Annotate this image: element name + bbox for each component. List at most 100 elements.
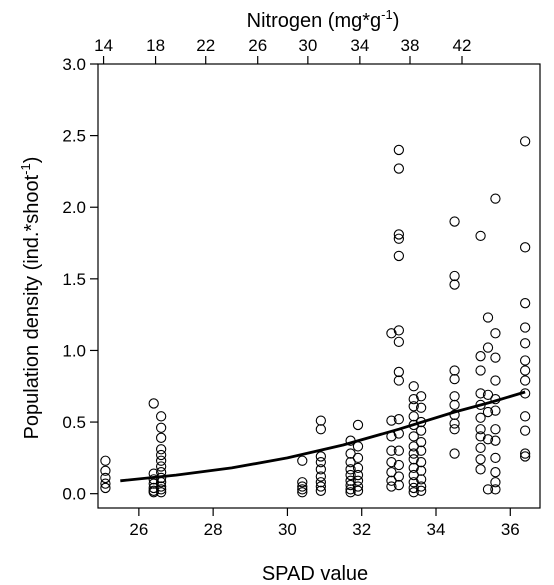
data-point — [297, 481, 308, 492]
data-point — [490, 467, 501, 478]
data-point — [490, 352, 501, 363]
data-point — [490, 452, 501, 464]
data-point — [490, 477, 501, 488]
data-point — [449, 365, 460, 376]
data-point — [519, 322, 531, 333]
data-point — [315, 481, 327, 492]
plot-area — [97, 63, 541, 509]
data-point — [475, 454, 486, 465]
data-point — [519, 298, 531, 309]
y-tick-label: 1.0 — [62, 341, 86, 360]
data-point — [352, 441, 364, 452]
data-point — [519, 425, 531, 436]
data-point — [415, 457, 427, 468]
data-point — [519, 355, 531, 366]
data-point — [155, 449, 167, 461]
data-point — [315, 424, 327, 435]
data-point — [519, 411, 531, 422]
top-axis-title: Nitrogen (mg*g-1) — [247, 7, 400, 32]
x-tick-label: 34 — [427, 520, 446, 539]
data-point — [408, 411, 419, 422]
data-point — [482, 342, 494, 353]
data-point — [408, 401, 419, 412]
data-point — [415, 485, 427, 496]
data-point — [408, 393, 419, 405]
y-tick-label: 3.0 — [62, 55, 86, 74]
x-axis-title: SPAD value — [262, 563, 368, 585]
data-point — [345, 469, 356, 481]
plot-frame — [97, 63, 541, 509]
x-tick-label: 26 — [129, 520, 148, 539]
data-point — [393, 471, 405, 482]
data-point — [345, 464, 356, 475]
data-point — [415, 474, 427, 485]
y-tick-label: 0.5 — [62, 413, 86, 432]
data-point — [393, 163, 405, 174]
data-point — [415, 402, 427, 413]
data-point — [490, 424, 501, 435]
data-point — [315, 464, 327, 475]
top-axis-title-close: ) — [393, 10, 400, 32]
data-point — [352, 419, 364, 431]
data-point — [155, 432, 167, 443]
top-tick-label: 42 — [453, 36, 472, 55]
data-point — [482, 434, 494, 445]
data-point — [148, 398, 159, 409]
data-point — [386, 445, 397, 456]
data-point — [315, 485, 327, 496]
data-point — [475, 388, 486, 399]
data-point — [393, 375, 405, 386]
data-point — [315, 477, 327, 488]
data-point — [475, 424, 486, 435]
data-point — [155, 444, 167, 455]
data-point — [449, 424, 460, 435]
data-point — [352, 462, 364, 474]
data-point — [490, 484, 501, 495]
data-point — [393, 229, 405, 240]
data-point — [475, 431, 486, 442]
x-tick-label: 36 — [501, 520, 520, 539]
data-point — [408, 462, 419, 474]
data-point — [386, 481, 397, 492]
data-point — [297, 484, 308, 495]
top-tick-label: 22 — [196, 36, 215, 55]
data-point — [155, 481, 167, 492]
data-point — [415, 391, 427, 402]
data-point — [408, 448, 419, 459]
data-point — [345, 487, 356, 498]
top-tick-label: 30 — [298, 36, 317, 55]
data-point — [393, 336, 405, 348]
data-point — [386, 415, 397, 426]
data-point — [393, 325, 405, 336]
data-point — [386, 457, 397, 468]
data-point — [415, 436, 427, 448]
data-point — [352, 485, 364, 496]
data-point — [297, 477, 308, 488]
top-axis-title-main: Nitrogen (mg*g — [247, 10, 382, 32]
data-point — [449, 418, 460, 429]
data-points — [100, 136, 531, 498]
data-point — [345, 475, 356, 486]
data-point — [352, 452, 364, 464]
data-point — [519, 338, 531, 349]
data-point — [519, 375, 531, 386]
data-point — [519, 448, 531, 459]
data-point — [475, 464, 486, 475]
data-point — [155, 484, 167, 495]
data-point — [449, 409, 460, 421]
data-point — [482, 312, 494, 323]
data-point — [155, 487, 167, 498]
data-point — [155, 455, 167, 466]
data-point — [393, 414, 405, 425]
data-point — [490, 405, 501, 416]
data-point — [408, 381, 419, 392]
data-point — [490, 193, 501, 204]
data-point — [519, 365, 531, 376]
data-point — [100, 478, 111, 489]
top-tick-label: 26 — [248, 36, 267, 55]
data-point — [315, 457, 327, 468]
top-tick-label: 34 — [350, 36, 369, 55]
data-point — [315, 415, 327, 426]
data-point — [490, 375, 501, 386]
